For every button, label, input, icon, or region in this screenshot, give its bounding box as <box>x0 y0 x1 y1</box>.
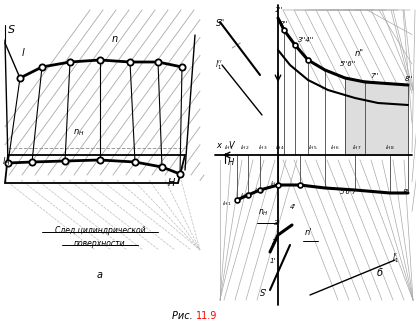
Text: l: l <box>22 48 25 58</box>
Text: 1': 1' <box>270 258 276 264</box>
Text: $l_{H7}$: $l_{H7}$ <box>352 143 362 152</box>
Text: 1'': 1'' <box>275 7 283 13</box>
Text: $l_{H4}$: $l_{H4}$ <box>270 179 280 188</box>
Text: $l_{H8}$: $l_{H8}$ <box>385 143 394 152</box>
Text: 8'': 8'' <box>405 76 413 82</box>
Text: 5''6'': 5''6'' <box>340 61 357 67</box>
Text: 3''4'': 3''4'' <box>298 37 314 43</box>
Polygon shape <box>345 78 408 155</box>
Text: $l_{H1}$: $l_{H1}$ <box>222 199 231 208</box>
Text: n": n" <box>355 49 364 58</box>
Text: 4': 4' <box>290 204 296 210</box>
Text: $n_H$: $n_H$ <box>258 208 269 218</box>
Text: n': n' <box>305 228 312 237</box>
Text: S": S" <box>216 19 225 28</box>
Text: V: V <box>228 141 234 150</box>
Text: а: а <box>97 270 103 280</box>
Text: n: n <box>112 34 118 44</box>
Text: $l_{H2}$: $l_{H2}$ <box>240 191 249 200</box>
Text: $l_{H5}$: $l_{H5}$ <box>308 143 317 152</box>
Text: $l_{H4}$: $l_{H4}$ <box>275 143 285 152</box>
Text: S': S' <box>260 289 267 298</box>
Text: $l_1'$: $l_1'$ <box>392 251 399 265</box>
Text: $l_{H3}$: $l_{H3}$ <box>258 143 267 152</box>
Text: $l_H$: $l_H$ <box>2 156 10 168</box>
Text: S: S <box>8 25 15 35</box>
Text: След цилиндрической: След цилиндрической <box>54 226 145 235</box>
Text: 11.9: 11.9 <box>196 311 217 321</box>
Text: б: б <box>377 268 383 278</box>
Text: $l_{H3}$: $l_{H3}$ <box>254 186 263 195</box>
Text: $l_1''$: $l_1''$ <box>215 59 223 72</box>
Text: 8': 8' <box>403 189 409 195</box>
Text: x: x <box>216 141 221 150</box>
Text: поверхности: поверхности <box>74 239 126 248</box>
Text: 5'6'7': 5'6'7' <box>340 189 359 195</box>
Text: H: H <box>168 178 176 188</box>
Text: $l_{H6}$: $l_{H6}$ <box>330 143 339 152</box>
Text: 2'': 2'' <box>280 21 288 27</box>
Text: Рис.: Рис. <box>172 311 196 321</box>
Text: 7'': 7'' <box>370 73 378 79</box>
Text: H: H <box>228 158 234 167</box>
Text: $n_H$: $n_H$ <box>73 128 84 138</box>
Text: $l_{H1}$: $l_{H1}$ <box>224 143 233 152</box>
Text: 2': 2' <box>272 239 278 245</box>
Text: 3': 3' <box>274 220 280 226</box>
Text: $l_{H2}$: $l_{H2}$ <box>240 143 249 152</box>
